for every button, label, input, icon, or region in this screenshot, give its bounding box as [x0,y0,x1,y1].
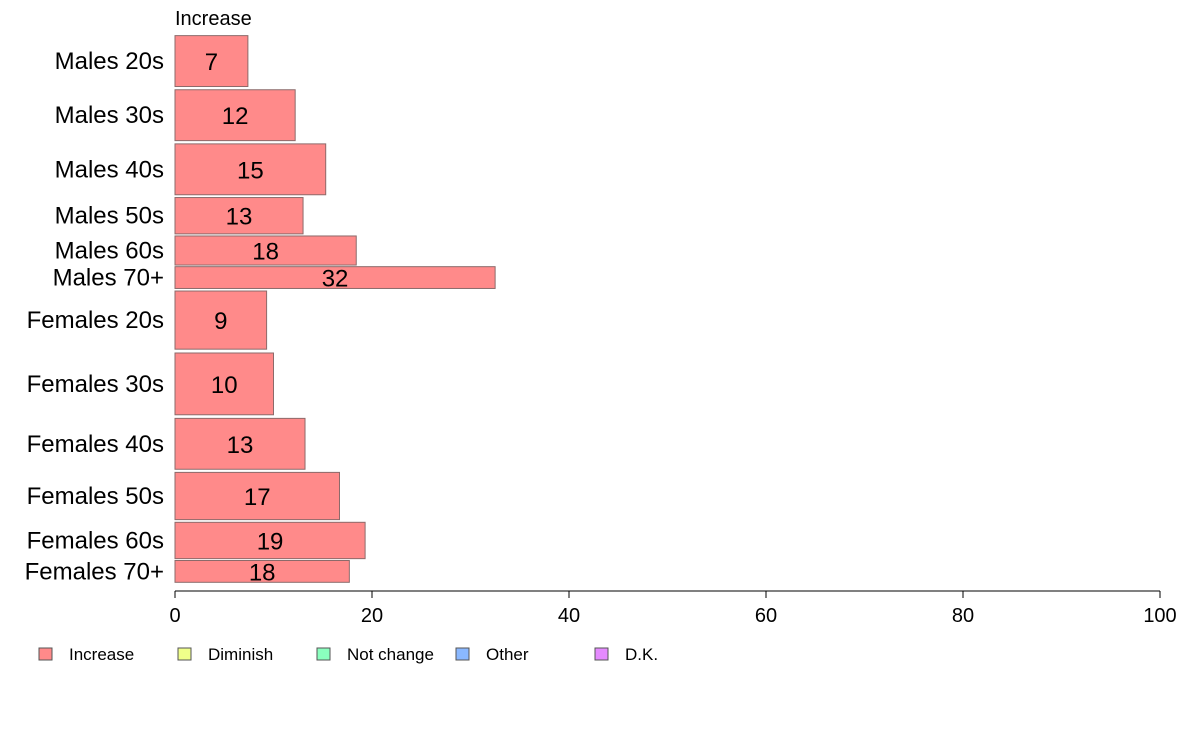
x-tick-label: 80 [952,605,974,627]
bar-value-label: 19 [257,528,284,555]
series-header: Increase [175,8,252,30]
legend-swatch [38,647,53,661]
x-tick-label: 40 [558,605,580,627]
x-tick-label: 100 [1143,605,1176,627]
bar-value-label: 18 [252,239,279,266]
legend-label: Not change [347,645,434,664]
category-label: Females 30s [27,371,164,398]
category-label: Females 40s [27,431,164,458]
x-axis: 0 20 40 60 80 100 [169,590,1177,627]
bars-group: Males 20s 7 Males 30s 12 Males 40s 15 Males 50… [25,35,496,586]
bar [174,89,296,142]
legend-swatch [455,647,470,661]
x-tick-label: 60 [755,605,777,627]
category-label: Females 20s [27,307,164,334]
bar [174,417,306,470]
bar-value-label: 18 [249,559,276,586]
bar-value-label: 9 [214,308,227,335]
category-label: Males 60s [55,238,164,265]
bar [174,521,366,560]
bar-value-label: 32 [322,266,349,293]
bar-value-label: 15 [237,157,264,184]
bar [174,352,274,416]
legend-label: Diminish [208,645,273,664]
legend-label: D.K. [625,645,658,664]
category-label: Males 40s [55,156,164,183]
bar [174,143,327,196]
legend-label: Other [486,645,529,664]
x-tick-label: 20 [361,605,383,627]
bar [174,35,249,88]
bar [174,471,340,521]
bar-value-label: 7 [205,49,218,76]
legend: Increase Diminish Not change Other D.K. [38,645,658,664]
legend-swatch [316,647,331,661]
category-label: Males 30s [55,102,164,129]
legend-swatch [177,647,192,661]
category-label: Males 20s [55,48,164,75]
category-label: Females 70+ [25,558,164,585]
bar [174,197,304,235]
category-label: Males 70+ [53,265,164,292]
bar-value-label: 12 [222,103,249,130]
legend-swatch [594,647,609,661]
bar [174,559,350,583]
category-label: Males 50s [55,203,164,230]
x-tick-label: 0 [169,605,180,627]
bar [174,235,357,266]
bar-value-label: 17 [244,484,271,511]
bar-value-label: 13 [227,432,254,459]
legend-label: Increase [69,645,134,664]
bar-value-label: 13 [226,204,253,231]
bar [174,290,268,350]
bar-value-label: 10 [211,372,238,399]
bar [174,266,496,289]
category-label: Females 50s [27,483,164,510]
category-label: Females 60s [27,527,164,554]
